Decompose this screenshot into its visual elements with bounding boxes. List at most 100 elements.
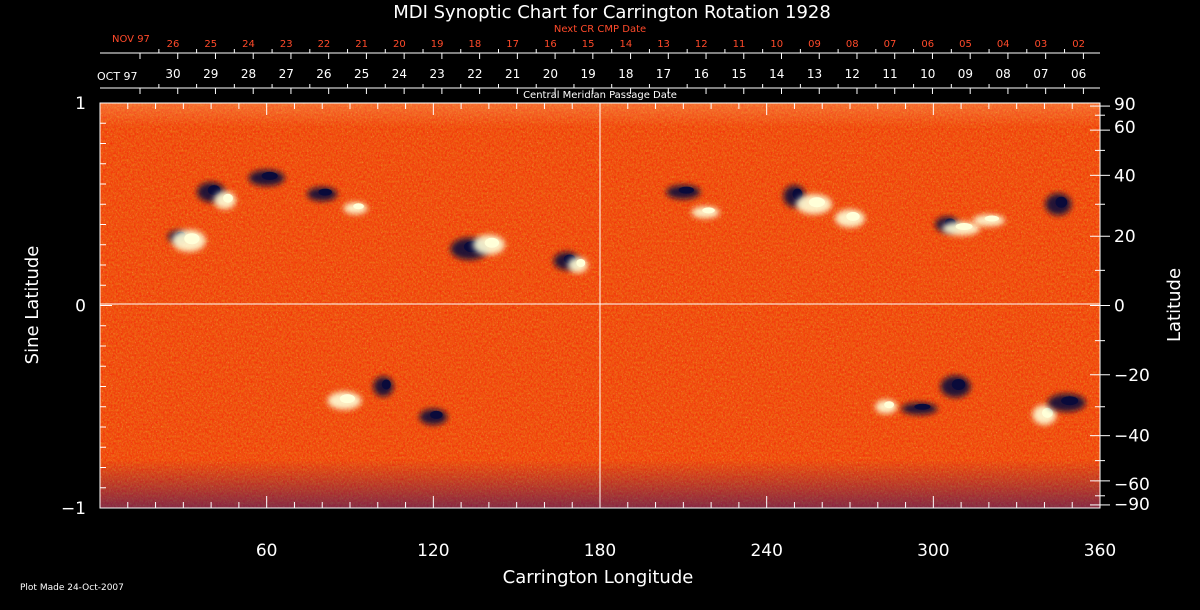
red-axis-tick-label: 25	[204, 39, 217, 50]
red-axis-tick-label: 14	[619, 39, 632, 50]
red-axis-tick-label: 17	[506, 39, 519, 50]
next-cr-cmp-axis: NOV 97 Next CR CMP Date 26 25 24 23 22 21 20 19…	[100, 24, 1100, 59]
y-left-axis-label: Sine Latitude	[22, 246, 43, 365]
white-axis-label: Central Meridian Passage Date	[523, 90, 677, 101]
y-right-tick-label: 20	[1114, 227, 1136, 247]
y-right-tick-label: 0	[1114, 297, 1125, 317]
y-right-tick-label: 60	[1114, 118, 1136, 138]
active-region-core	[1042, 407, 1053, 418]
white-axis-tick-label: 12	[845, 67, 860, 81]
active-region-core	[1055, 196, 1068, 208]
active-region-core	[951, 379, 966, 390]
y-right-tick-label: −40	[1114, 427, 1150, 447]
active-region-core	[381, 379, 391, 390]
white-axis-tick-label: 20	[543, 67, 558, 81]
red-axis-tick-label: 15	[582, 39, 595, 50]
active-region-core	[223, 193, 233, 203]
red-axis-tick-label: 04	[997, 39, 1010, 50]
white-axis-tick-label: 28	[241, 67, 256, 81]
y-right-tick-label: 90	[1114, 95, 1136, 115]
x-tick-label: 300	[917, 541, 949, 561]
red-axis-tick-label: 02	[1072, 39, 1085, 50]
white-axis-tick-label: 21	[505, 67, 520, 81]
red-axis-tick-label: 05	[959, 39, 972, 50]
white-axis-tick-label: 15	[731, 67, 746, 81]
active-region-core	[984, 215, 1000, 222]
active-region-core	[1061, 396, 1079, 406]
y-right-tick-label: 40	[1114, 166, 1136, 186]
red-axis-tick-label: 21	[355, 39, 368, 50]
x-tick-label: 240	[750, 541, 782, 561]
red-axis-tick-label: 22	[318, 39, 331, 50]
magnetogram-field	[99, 102, 1101, 509]
white-axis-tick-label: 24	[392, 67, 407, 81]
x-tick-label: 60	[256, 541, 278, 561]
y-right-tick-label: −60	[1114, 475, 1150, 495]
white-axis-tick-label: 06	[1071, 67, 1086, 81]
red-axis-label: Next CR CMP Date	[554, 24, 646, 35]
active-region-core	[846, 211, 860, 221]
white-axis-tick-label: 13	[807, 67, 822, 81]
active-region-core	[207, 185, 221, 196]
x-tick-label: 180	[584, 541, 616, 561]
red-axis-tick-label: 03	[1035, 39, 1048, 50]
white-axis-tick-label: 19	[580, 67, 595, 81]
active-region-core	[261, 171, 278, 180]
white-axis-tick-label: 18	[618, 67, 633, 81]
plot-made-footer: Plot Made 24-Oct-2007	[20, 583, 124, 593]
white-axis-tick-label: 14	[769, 67, 784, 81]
y-left-tick-label: 1	[75, 94, 86, 114]
active-region-core	[884, 401, 895, 409]
red-axis-tick-label: 26	[167, 39, 180, 50]
white-axis-tick-label: 29	[203, 67, 218, 81]
active-region-core	[808, 197, 825, 208]
white-axis-tick-label: 22	[467, 67, 482, 81]
red-axis-tick-label: 11	[733, 39, 746, 50]
active-region-core	[430, 410, 443, 419]
white-axis-tick-label: 08	[996, 67, 1011, 81]
y-left-tick-label: 0	[75, 297, 86, 317]
red-axis-tick-label: 24	[242, 39, 255, 50]
active-region-core	[955, 223, 973, 231]
red-axis-tick-label: 09	[808, 39, 821, 50]
white-axis-tick-label: 10	[920, 67, 935, 81]
white-axis-tick-label: 16	[694, 67, 709, 81]
active-region-core	[792, 188, 803, 200]
y-right-tick-label: −90	[1114, 495, 1150, 515]
red-axis-tick-label: 16	[544, 39, 557, 50]
y-right-tick-label: −20	[1114, 366, 1150, 386]
white-axis-tick-label: 23	[430, 67, 445, 81]
red-axis-month: NOV 97	[112, 34, 150, 45]
red-axis-tick-label: 18	[469, 39, 482, 50]
white-axis-tick-label: 27	[279, 67, 294, 81]
red-axis-tick-label: 07	[884, 39, 897, 50]
active-region-core	[184, 233, 200, 245]
active-region-core	[339, 394, 356, 404]
white-axis-month: OCT 97	[97, 70, 138, 83]
active-region-core	[576, 259, 586, 267]
red-axis-tick-label: 06	[921, 39, 934, 50]
active-region-core	[914, 403, 931, 410]
y-left-axis: 1 0 −1	[61, 94, 112, 519]
white-axis-tick-label: 25	[354, 67, 369, 81]
y-right-axis-label: Latitude	[1164, 268, 1185, 342]
x-tick-label: 120	[417, 541, 449, 561]
x-axis: 60 120 180 240 300 360	[127, 103, 1116, 561]
white-axis-tick-label: 11	[882, 67, 897, 81]
cmp-date-axis: OCT 97 Central Meridian Passage Date 30 2…	[97, 67, 1100, 101]
active-region-core	[318, 188, 332, 196]
red-axis-tick-label: 19	[431, 39, 444, 50]
active-region-core	[484, 237, 500, 248]
red-axis-tick-label: 23	[280, 39, 293, 50]
white-axis-tick-label: 26	[316, 67, 331, 81]
active-region-core	[678, 186, 694, 194]
red-axis-tick-label: 13	[657, 39, 670, 50]
red-axis-tick-label: 12	[695, 39, 708, 50]
white-axis-tick-label: 17	[656, 67, 671, 81]
x-tick-label: 360	[1084, 541, 1116, 561]
chart-title: MDI Synoptic Chart for Carrington Rotati…	[393, 2, 831, 23]
active-region-core	[353, 203, 364, 210]
active-region-core	[702, 207, 715, 214]
red-axis-tick-label: 08	[846, 39, 859, 50]
